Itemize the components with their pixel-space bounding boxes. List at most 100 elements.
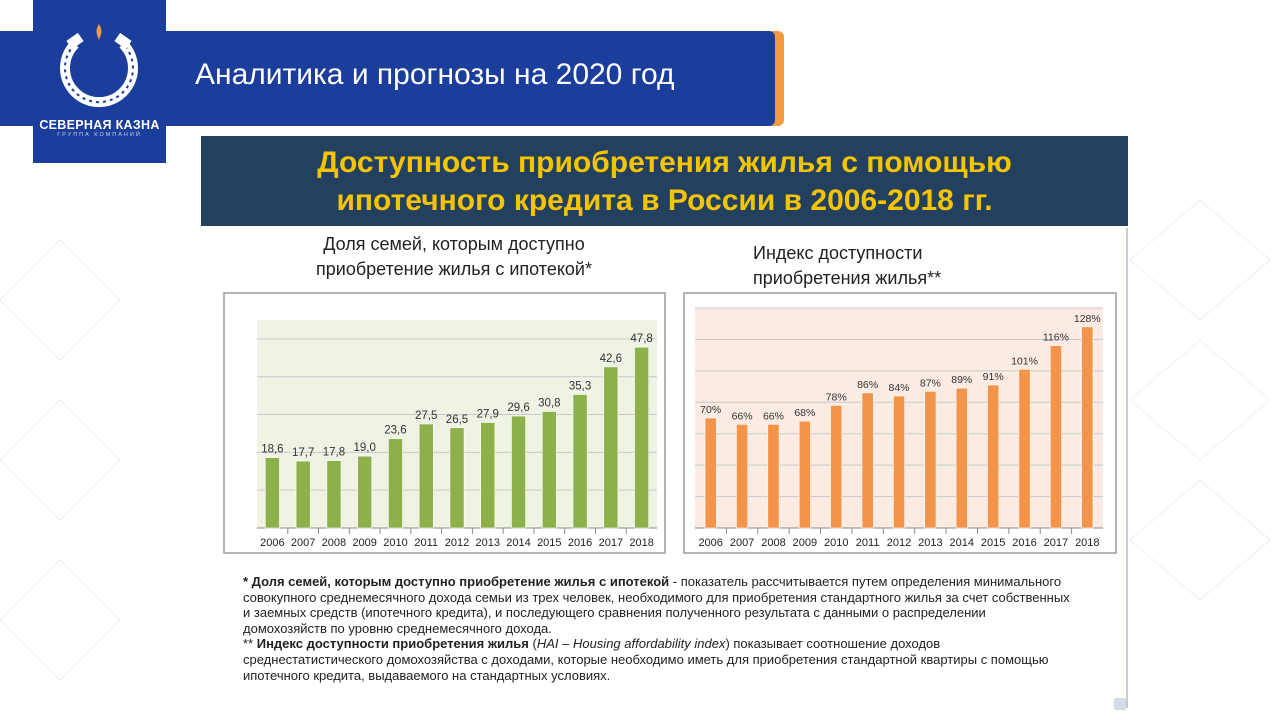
left-chart-data-label: 23,6 [384, 425, 406, 437]
panel-edge-line [1126, 228, 1128, 708]
chart-right-title-line1: Индекс доступности [753, 243, 923, 263]
slide-title: Аналитика и прогнозы на 2020 год [195, 58, 675, 91]
left-chart-tick-label: 2016 [568, 537, 592, 549]
footnote-2-italic: HAI – Housing affordability index [536, 636, 726, 652]
left-chart-tick-label: 2014 [506, 537, 530, 549]
right-chart-data-label: 66% [732, 410, 753, 422]
left-chart-bar [326, 460, 342, 529]
left-chart-data-label: 29,6 [507, 402, 529, 414]
right-chart-data-label: 84% [888, 382, 909, 394]
left-chart-tick-label: 2017 [599, 537, 623, 549]
footnote-2-prefix: ** [243, 636, 257, 652]
left-chart-data-label: 17,8 [323, 447, 345, 459]
left-chart-data-label: 35,3 [569, 381, 591, 393]
right-chart-data-label: 87% [920, 377, 941, 389]
right-chart-data-label: 128% [1074, 313, 1101, 325]
left-chart-data-label: 18,6 [261, 444, 283, 456]
right-chart-data-label: 68% [794, 407, 815, 419]
right-chart-tick-label: 2007 [730, 537, 754, 549]
right-chart-bar [704, 417, 717, 529]
right-chart-bar [893, 395, 905, 529]
left-chart-data-label: 17,7 [292, 447, 314, 459]
families-share-chart: 18,6 2006 17,7 2007 17,8 2008 19,0 2009 23,6 2010… [223, 292, 666, 554]
left-chart-data-label: 26,5 [446, 414, 468, 426]
left-chart-tick-label: 2006 [260, 537, 284, 549]
right-chart-bar [861, 392, 874, 529]
chart-right-title: Индекс доступности приобретения жилья** [753, 241, 1093, 291]
left-chart-bar [357, 455, 373, 529]
right-chart-tick-label: 2012 [887, 537, 911, 549]
footnote-1-text: - показатель рассчитывается путем опреде… [243, 574, 1070, 636]
left-chart-tick-label: 2007 [291, 537, 315, 549]
left-chart-data-label: 19,0 [353, 442, 375, 454]
infographic-title-line1: Доступность приобретения жилья с помощью [317, 146, 1012, 179]
left-chart-bar [418, 423, 434, 529]
footnote-2-open: ( [528, 636, 537, 652]
footnote-2-text: ) показывает соотношение доходов среднес… [243, 636, 1049, 683]
left-chart-tick-label: 2015 [537, 537, 561, 549]
right-chart-data-label: 66% [763, 410, 784, 422]
left-chart-bar [388, 438, 403, 529]
left-chart-bar [572, 394, 588, 529]
left-chart-bar [603, 366, 619, 529]
left-chart-tick-label: 2008 [322, 537, 346, 549]
chart-left-title-line2: приобретение жилья с ипотекой* [316, 259, 592, 279]
right-chart-data-label: 89% [951, 374, 972, 386]
right-chart-tick-label: 2013 [918, 537, 942, 549]
left-chart-data-label: 47,8 [630, 333, 652, 345]
right-chart-bar [955, 387, 968, 529]
left-chart-bar [511, 415, 526, 529]
right-chart-bar [1018, 368, 1031, 529]
footnote-2-term: Индекс доступности приобретения жилья [256, 636, 529, 652]
left-chart-data-label: 27,5 [415, 410, 437, 422]
left-chart-tick-label: 2010 [383, 537, 407, 549]
right-chart-bar [1049, 345, 1062, 529]
left-chart-data-label: 30,8 [538, 398, 560, 410]
chart-left-title: Доля семей, которым доступно приобретени… [224, 232, 684, 282]
chart-left-title-line1: Доля семей, которым доступно [323, 234, 585, 254]
right-chart-data-label: 101% [1011, 355, 1038, 367]
infographic-title-line2: ипотечного кредита в России в 2006-2018 … [336, 184, 993, 217]
left-chart-data-label: 42,6 [600, 353, 622, 365]
horseshoe-icon [60, 24, 138, 107]
left-chart-bar [541, 411, 557, 529]
company-logo: СЕВЕРНАЯ КАЗНА ГРУППА КОМПАНИЙ [33, 0, 166, 163]
right-chart-tick-label: 2011 [856, 537, 880, 549]
footnotes: * Доля семей, которым доступно приобрете… [243, 574, 1073, 683]
right-chart-tick-label: 2018 [1075, 537, 1099, 549]
right-chart-bar [798, 420, 811, 529]
right-chart-tick-label: 2010 [824, 537, 848, 549]
footnote-2: ** Индекс доступности приобретения жилья… [243, 636, 1073, 683]
right-chart-tick-label: 2017 [1044, 537, 1068, 549]
right-chart-bar [987, 384, 1000, 529]
left-chart-bar [480, 422, 496, 529]
right-chart-data-label: 86% [857, 379, 878, 391]
right-chart-data-label: 70% [700, 404, 721, 416]
right-chart-bar [830, 405, 843, 529]
brand-subtitle: ГРУППА КОМПАНИЙ [57, 132, 142, 138]
right-chart-tick-label: 2014 [950, 537, 974, 549]
right-chart-tick-label: 2008 [761, 537, 785, 549]
right-chart-tick-label: 2015 [981, 537, 1005, 549]
left-chart-tick-label: 2018 [629, 537, 653, 549]
affordability-index-chart: 70% 2006 66% 2007 66% 2008 68% 2009 78% 2010 86% 20… [683, 292, 1117, 554]
chart-right-title-line2: приобретения жилья** [753, 268, 942, 288]
right-chart-tick-label: 2006 [698, 537, 722, 549]
infographic-title: Доступность приобретения жилья с помощью… [201, 144, 1128, 220]
right-chart-data-label: 78% [826, 391, 847, 403]
left-chart-data-label: 27,9 [477, 408, 499, 420]
right-chart-tick-label: 2016 [1012, 537, 1036, 549]
left-chart-bar [634, 346, 649, 529]
left-chart-tick-label: 2012 [445, 537, 469, 549]
footnote-1-term: * Доля семей, которым доступно приобрете… [243, 574, 670, 589]
brand-name: СЕВЕРНАЯ КАЗНА [39, 118, 160, 132]
right-chart-tick-label: 2009 [793, 537, 817, 549]
left-chart-bar [449, 427, 465, 529]
left-chart-bar [295, 460, 311, 529]
left-chart-tick-label: 2011 [414, 537, 438, 549]
infographic-header [201, 136, 1128, 226]
right-chart-data-label: 116% [1043, 332, 1069, 344]
right-chart-bar [736, 423, 749, 529]
left-chart-tick-label: 2009 [352, 537, 376, 549]
